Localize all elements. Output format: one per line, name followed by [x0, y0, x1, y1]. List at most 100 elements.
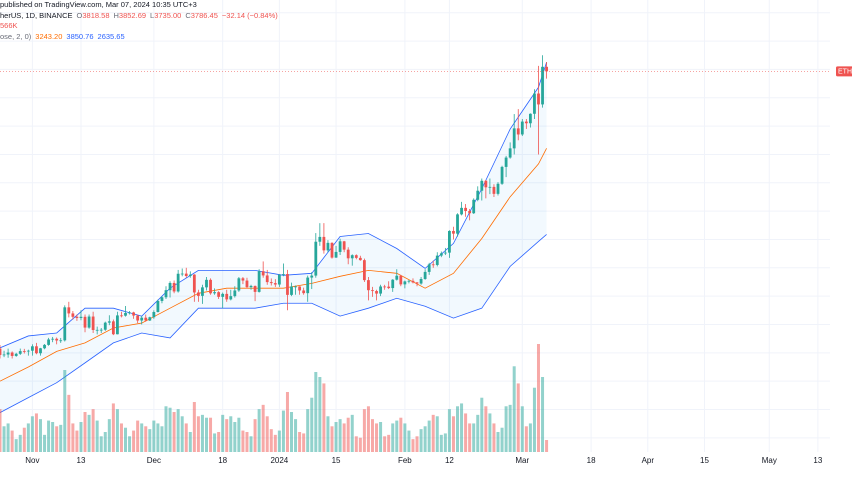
volume-bar	[249, 436, 253, 452]
volume-bar	[451, 416, 455, 452]
candle-body	[67, 307, 71, 314]
volume-bar	[0, 409, 2, 452]
volume-bar	[338, 419, 342, 452]
volume-bar	[47, 420, 51, 452]
candle-body	[407, 280, 411, 282]
volume-bar	[370, 419, 374, 452]
volume-bar	[99, 436, 103, 452]
volume-bar	[253, 419, 257, 452]
candle-body	[6, 352, 10, 355]
candle-body	[431, 264, 435, 266]
candle-body	[168, 282, 172, 291]
candle-body	[257, 271, 261, 292]
candle-body	[164, 290, 168, 298]
legend-header: published on TradingView.com, Mar 07, 20…	[0, 0, 278, 42]
candle-body	[148, 317, 152, 321]
candle-body	[524, 121, 528, 124]
volume-bar	[387, 434, 391, 452]
candle-body	[496, 183, 500, 194]
volume-bar	[476, 414, 480, 452]
volume-bar	[87, 414, 91, 452]
volume-bar	[456, 406, 460, 452]
volume-bar	[375, 423, 379, 452]
ohlc-item: C 3786.45	[185, 11, 218, 22]
volume-bar	[306, 409, 310, 452]
candle-body	[180, 273, 184, 275]
volume-bar	[524, 426, 528, 452]
volume-bar	[443, 433, 447, 452]
volume-bar	[362, 409, 366, 452]
volume-bar	[314, 372, 318, 452]
volume-bar	[140, 423, 144, 452]
volume-bar	[480, 397, 484, 452]
volume-bar	[111, 403, 115, 452]
candle-body	[358, 257, 362, 261]
volume-bar	[26, 423, 30, 452]
volume-bar	[520, 406, 524, 452]
candle-body	[286, 274, 289, 295]
candle-body	[205, 279, 208, 288]
volume-bar	[431, 414, 435, 452]
x-tick-label: 13	[77, 456, 86, 465]
candle-body	[192, 274, 196, 293]
volume-bar	[298, 432, 302, 452]
candle-body	[63, 307, 67, 341]
candle-body	[47, 339, 50, 345]
ohlc-key: C	[185, 10, 191, 20]
candle-body	[375, 291, 378, 294]
volume-bar	[512, 366, 516, 452]
volume-bar	[83, 412, 87, 452]
volume-bar	[148, 429, 152, 452]
candle-body	[261, 271, 265, 276]
candle-body	[508, 148, 512, 158]
candle-body	[217, 292, 221, 297]
candle-body	[18, 351, 22, 354]
volume-bar	[18, 434, 22, 452]
volume-bar	[269, 429, 273, 452]
volume-bar	[14, 439, 18, 452]
candle-body	[237, 278, 241, 291]
band-fill	[0, 62, 547, 413]
candle-body	[306, 277, 310, 294]
volume-bar	[346, 417, 350, 452]
candle-body	[480, 180, 484, 191]
volume-bar	[460, 403, 464, 452]
volume-bar	[536, 344, 540, 452]
candle-body	[342, 241, 346, 250]
volume-bar	[427, 420, 431, 452]
candle-body	[338, 241, 342, 252]
volume-bar	[464, 413, 468, 452]
candle-body	[371, 290, 374, 292]
volume-bar	[342, 423, 346, 452]
volume-bar	[225, 419, 229, 452]
candle-body	[95, 329, 99, 331]
volume-bar	[500, 427, 504, 452]
volume-bar	[38, 419, 42, 452]
candle-body	[443, 252, 447, 254]
candle-body	[265, 275, 269, 283]
candle-body	[334, 251, 338, 258]
band-lower	[0, 234, 547, 413]
volume-bar	[192, 402, 196, 452]
candle-body	[383, 286, 387, 288]
x-tick-label: Feb	[398, 456, 412, 465]
x-tick-label: May	[762, 456, 777, 465]
volume-bar	[34, 413, 38, 452]
candle-body	[435, 255, 439, 265]
candle-body	[120, 315, 123, 317]
candle-body	[51, 338, 55, 340]
candle-body	[269, 282, 273, 284]
volume-bar	[144, 426, 148, 452]
volume-bar	[326, 416, 330, 452]
volume-bar	[245, 432, 249, 452]
candle-body	[116, 315, 119, 335]
candle-body	[229, 296, 233, 300]
candle-body	[464, 207, 468, 211]
candle-body	[2, 354, 6, 356]
ohlc-value: 3852.69	[118, 10, 147, 20]
candle-body	[294, 286, 297, 288]
x-tick-label: 13	[813, 456, 822, 465]
candle-body	[460, 207, 463, 215]
candle-body	[209, 279, 212, 294]
volume-bar	[310, 397, 314, 452]
